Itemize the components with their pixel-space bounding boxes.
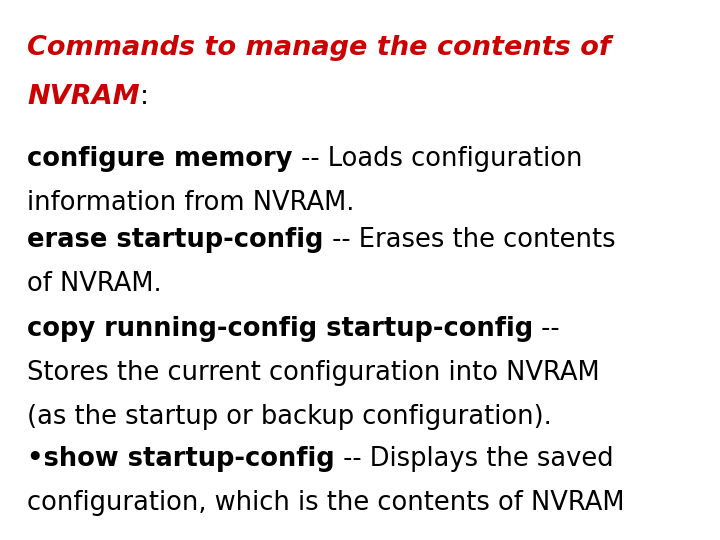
Text: -- Displays the saved: -- Displays the saved: [335, 446, 613, 471]
Text: -- Loads configuration: -- Loads configuration: [293, 146, 582, 172]
Text: •show startup-config: •show startup-config: [27, 446, 335, 471]
Text: configure memory: configure memory: [27, 146, 293, 172]
Text: configuration, which is the contents of NVRAM: configuration, which is the contents of …: [27, 490, 625, 516]
Text: information from NVRAM.: information from NVRAM.: [27, 190, 355, 216]
Text: Commands to manage the contents of: Commands to manage the contents of: [27, 35, 611, 61]
Text: NVRAM: NVRAM: [27, 84, 140, 110]
Text: Stores the current configuration into NVRAM: Stores the current configuration into NV…: [27, 360, 600, 386]
Text: copy running-config startup-config: copy running-config startup-config: [27, 316, 534, 342]
Text: -- Erases the contents: -- Erases the contents: [324, 227, 616, 253]
Text: :: :: [140, 84, 149, 110]
Text: (as the startup or backup configuration).: (as the startup or backup configuration)…: [27, 404, 552, 430]
Text: erase startup-config: erase startup-config: [27, 227, 324, 253]
Text: of NVRAM.: of NVRAM.: [27, 271, 162, 297]
Text: --: --: [534, 316, 560, 342]
